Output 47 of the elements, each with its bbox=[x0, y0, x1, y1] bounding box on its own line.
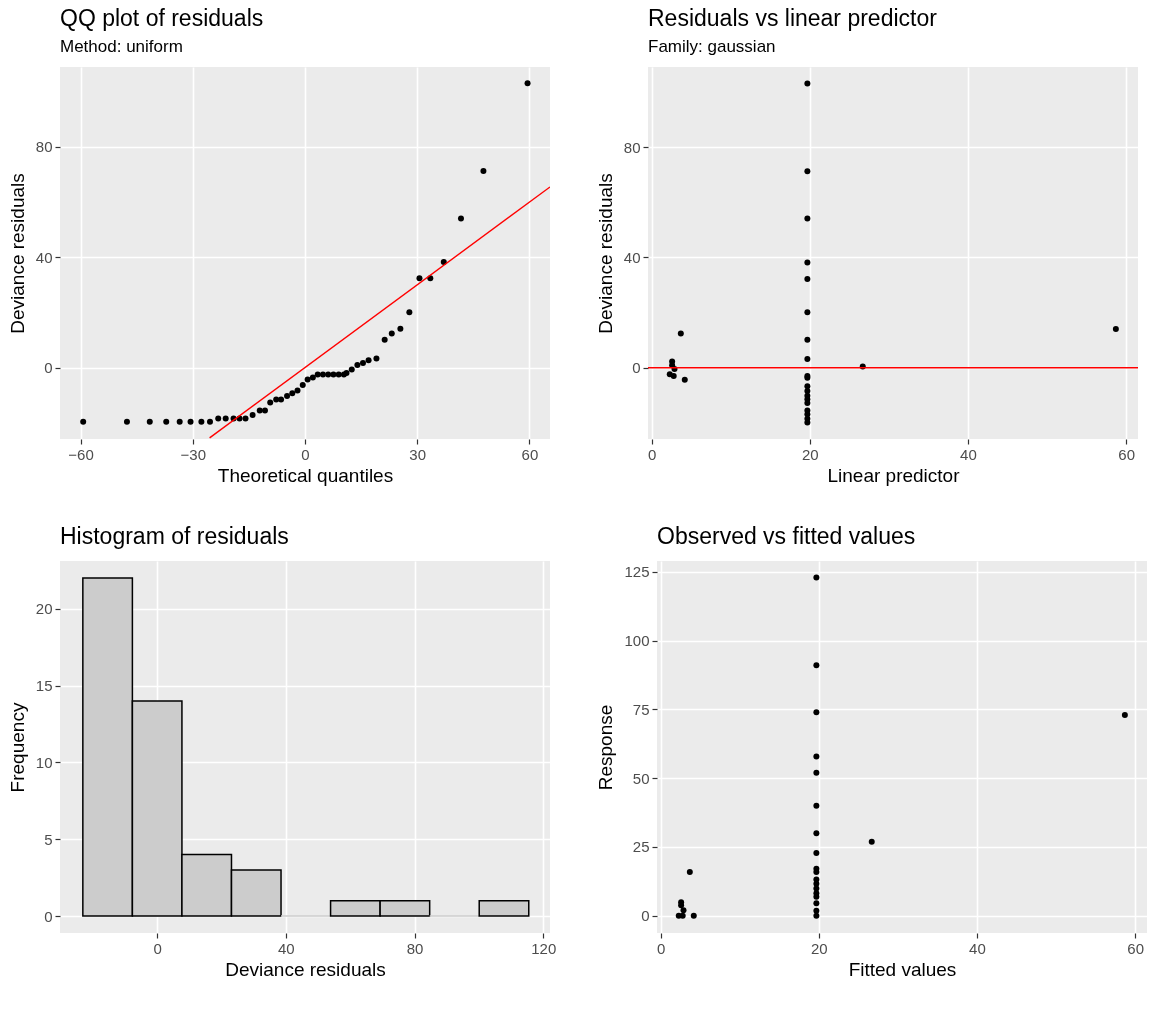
y-tick-label: 40 bbox=[623, 248, 641, 266]
x-tick-label: 0 bbox=[656, 939, 666, 957]
x-tick-label: 40 bbox=[278, 939, 295, 957]
y-axis-title: Frequency bbox=[6, 702, 28, 793]
x-tick-label: 60 bbox=[1127, 939, 1144, 957]
x-axis-title: Theoretical quantiles bbox=[217, 464, 394, 486]
y-tick-label: 0 bbox=[641, 907, 650, 925]
x-tick-label: 20 bbox=[801, 445, 819, 463]
y-tick-label: 5 bbox=[44, 830, 53, 848]
y-tick-label: 80 bbox=[35, 138, 53, 156]
y-axis-title: Deviance residuals bbox=[594, 173, 616, 334]
y-axis-title: Response bbox=[595, 704, 617, 791]
y-tick-label: 0 bbox=[632, 359, 641, 377]
y-tick-label: 50 bbox=[632, 769, 650, 787]
x-tick-label: −60 bbox=[68, 445, 94, 463]
x-tick-label: 40 bbox=[969, 939, 986, 957]
chart-title: Observed vs fitted values bbox=[657, 523, 916, 549]
x-axis-title: Linear predictor bbox=[827, 464, 961, 486]
x-tick-label: 30 bbox=[409, 445, 427, 463]
x-tick-label: 80 bbox=[406, 939, 424, 957]
x-axis-title: Fitted values bbox=[848, 958, 957, 980]
y-tick-label: 0 bbox=[44, 359, 53, 377]
y-axis-title: Deviance residuals bbox=[6, 173, 28, 334]
x-tick-label: 20 bbox=[810, 939, 828, 957]
y-tick-label: 15 bbox=[35, 677, 53, 695]
x-tick-label: 40 bbox=[960, 445, 977, 463]
y-tick-label: 125 bbox=[624, 563, 650, 581]
y-tick-label: 80 bbox=[623, 138, 641, 156]
y-tick-label: 100 bbox=[624, 632, 650, 650]
x-tick-label: 60 bbox=[1118, 445, 1135, 463]
chart-title: Residuals vs linear predictor bbox=[648, 5, 938, 31]
x-tick-label: 60 bbox=[521, 445, 539, 463]
chart-subtitle: Family: gaussian bbox=[648, 37, 776, 56]
y-tick-label: 20 bbox=[35, 600, 53, 618]
x-tick-label: −30 bbox=[180, 445, 207, 463]
y-tick-label: 25 bbox=[632, 838, 650, 856]
chart-title: QQ plot of residuals bbox=[60, 5, 264, 31]
chart-subtitle: Method: uniform bbox=[60, 37, 183, 56]
y-tick-label: 0 bbox=[44, 907, 53, 925]
chart-title: Histogram of residuals bbox=[60, 523, 289, 549]
x-axis-title: Deviance residuals bbox=[225, 958, 386, 980]
x-tick-label: 0 bbox=[301, 445, 310, 463]
y-tick-label: 40 bbox=[35, 248, 53, 266]
x-tick-label: 0 bbox=[153, 939, 162, 957]
y-tick-label: 75 bbox=[632, 700, 650, 718]
x-tick-label: 120 bbox=[531, 939, 557, 957]
y-tick-label: 10 bbox=[35, 753, 53, 771]
